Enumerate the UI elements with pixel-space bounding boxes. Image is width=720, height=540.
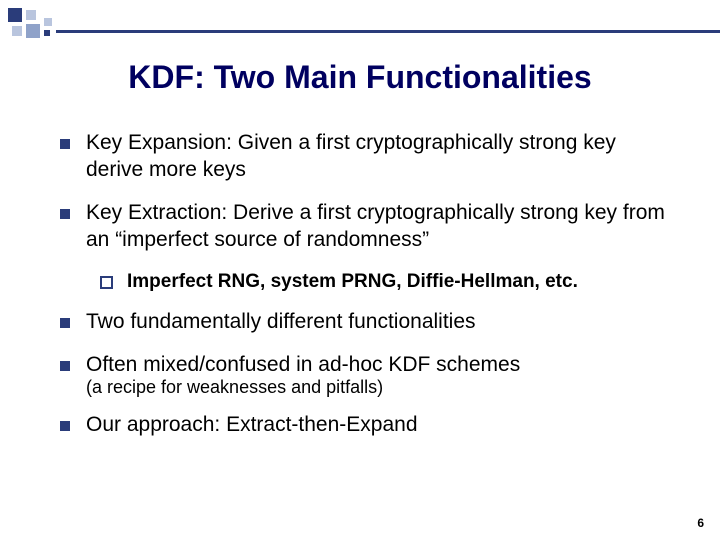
corner-decoration <box>8 8 138 48</box>
square-bullet-icon <box>60 139 70 149</box>
slide-title: KDF: Two Main Functionalities <box>0 60 720 95</box>
hollow-square-bullet-icon <box>100 276 113 289</box>
square-bullet-icon <box>60 361 70 371</box>
page-number: 6 <box>697 516 704 530</box>
bullet-item: Two fundamentally different functionalit… <box>60 309 670 336</box>
bullet-item: Key Expansion: Given a first cryptograph… <box>60 130 670 184</box>
bullet-text: Key Extraction: Derive a first cryptogra… <box>86 200 670 254</box>
square-bullet-icon <box>60 421 70 431</box>
bullet-text: Key Expansion: Given a first cryptograph… <box>86 130 670 184</box>
square-bullet-icon <box>60 318 70 328</box>
square-bullet-icon <box>60 209 70 219</box>
bullet-item: Our approach: Extract-then-Expand <box>60 412 670 439</box>
bullet-item: Key Extraction: Derive a first cryptogra… <box>60 200 670 254</box>
sub-bullet-text: Imperfect RNG, system PRNG, Diffie-Hellm… <box>127 270 578 294</box>
bullet-text: Two fundamentally different functionalit… <box>86 309 476 336</box>
bullet-note: (a recipe for weaknesses and pitfalls) <box>86 377 670 398</box>
slide-content: Key Expansion: Given a first cryptograph… <box>60 130 670 455</box>
bullet-item: Often mixed/confused in ad-hoc KDF schem… <box>60 352 670 379</box>
bullet-text: Our approach: Extract-then-Expand <box>86 412 418 439</box>
bullet-text: Often mixed/confused in ad-hoc KDF schem… <box>86 352 520 379</box>
sub-bullet-item: Imperfect RNG, system PRNG, Diffie-Hellm… <box>100 270 670 294</box>
